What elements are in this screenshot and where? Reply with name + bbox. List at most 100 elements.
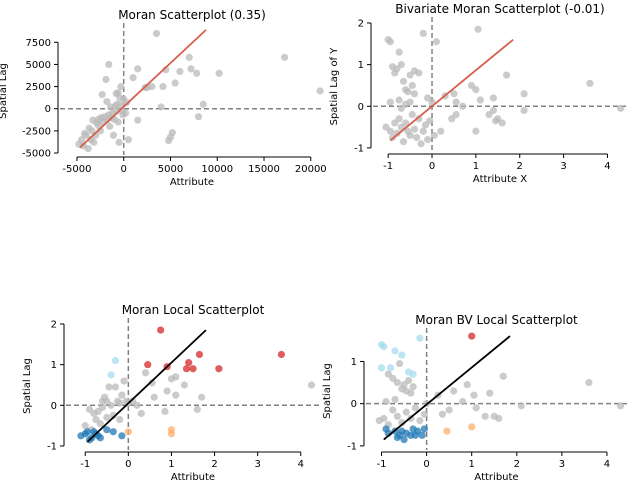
data-point xyxy=(416,334,424,342)
y-tick-label: -1 xyxy=(354,143,364,154)
data-point xyxy=(410,90,419,98)
chart-title: Bivariate Moran Scatterplot (-0.01) xyxy=(395,2,604,16)
data-point xyxy=(377,364,386,372)
data-point xyxy=(386,38,394,46)
data-point xyxy=(399,77,408,85)
y-tick-label: 0 xyxy=(358,102,364,113)
data-point xyxy=(114,118,122,126)
data-point xyxy=(193,405,201,413)
data-point xyxy=(445,406,453,414)
chart-panel-1: -5000 0 5000 10000 15000 20000 -5000 -2500 0 2500… xyxy=(0,8,327,188)
data-point xyxy=(120,377,128,385)
data-point xyxy=(194,113,203,121)
data-point xyxy=(78,136,86,144)
data-point xyxy=(141,369,150,377)
data-point xyxy=(486,389,494,397)
data-point xyxy=(420,410,428,418)
data-point xyxy=(187,65,195,73)
data-point xyxy=(417,140,425,148)
x-tick-label: 2 xyxy=(517,161,523,172)
data-point xyxy=(430,131,438,140)
data-point xyxy=(172,373,180,381)
data-point xyxy=(397,61,405,69)
data-point xyxy=(395,96,403,104)
data-point xyxy=(148,82,156,91)
data-point xyxy=(134,116,142,124)
data-point xyxy=(118,432,126,440)
x-tick-label: 3 xyxy=(559,459,565,470)
data-point xyxy=(481,412,489,420)
data-point xyxy=(176,67,184,76)
x-tick-label: 3 xyxy=(254,459,260,470)
data-point xyxy=(137,409,145,418)
data-point xyxy=(134,65,142,73)
data-point xyxy=(307,381,316,389)
data-point xyxy=(189,365,197,373)
data-point xyxy=(395,115,403,123)
data-point xyxy=(393,378,401,387)
data-point xyxy=(395,431,404,439)
x-tick-label: -1 xyxy=(383,161,393,172)
regression-line xyxy=(86,329,207,443)
data-point xyxy=(386,98,394,106)
chart-title: Moran Local Scatterplot xyxy=(122,303,265,317)
y-tick-label: 2 xyxy=(358,19,364,30)
data-point xyxy=(397,104,405,112)
data-point xyxy=(167,426,176,434)
data-point xyxy=(117,82,125,91)
data-point xyxy=(144,361,152,369)
data-point xyxy=(404,376,413,385)
y-tick-label: 2 xyxy=(51,320,57,331)
x-tick-label: 1 xyxy=(168,459,174,470)
regression-line xyxy=(389,38,514,142)
x-tick-label: 1 xyxy=(473,161,479,172)
data-point xyxy=(470,391,478,399)
chart-title: Moran Scatterplot (0.35) xyxy=(118,8,266,22)
data-point xyxy=(215,69,223,77)
data-point xyxy=(89,116,97,124)
data-point xyxy=(185,53,193,61)
data-point xyxy=(148,379,156,387)
data-point xyxy=(450,387,458,395)
y-tick-label: 5000 xyxy=(26,60,51,71)
data-point xyxy=(129,397,137,405)
data-point xyxy=(389,374,397,382)
data-point xyxy=(450,90,458,98)
data-point xyxy=(409,370,417,378)
y-tick-label: -5000 xyxy=(22,149,51,160)
data-point xyxy=(277,350,285,359)
x-tick-label: 5000 xyxy=(158,164,183,175)
x-tick-label: 0 xyxy=(121,164,127,175)
data-point xyxy=(393,412,401,420)
data-point xyxy=(420,425,428,433)
data-point xyxy=(215,365,223,373)
data-point xyxy=(452,98,460,106)
data-point xyxy=(502,71,511,79)
regression-line xyxy=(383,335,511,441)
data-point xyxy=(96,420,104,428)
x-tick-label: 0 xyxy=(125,459,131,470)
x-axis-label: Attribute xyxy=(170,177,214,188)
data-point xyxy=(182,365,191,373)
x-tick-label: -1 xyxy=(80,459,90,470)
data-point xyxy=(82,131,90,139)
x-tick-label: -1 xyxy=(377,459,387,470)
x-tick-label: 10000 xyxy=(201,164,233,175)
data-point xyxy=(193,69,201,77)
data-point xyxy=(443,427,451,435)
data-point xyxy=(432,38,441,46)
data-point xyxy=(109,428,117,436)
x-tick-label: 1 xyxy=(469,459,475,470)
y-tick-label: 7500 xyxy=(26,38,51,49)
data-point xyxy=(616,402,625,410)
data-point xyxy=(107,371,115,379)
y-tick-label: 1 xyxy=(51,360,57,371)
data-point xyxy=(415,115,423,123)
data-point xyxy=(402,408,410,416)
data-point xyxy=(198,393,206,401)
data-point xyxy=(109,411,117,420)
data-point xyxy=(382,397,390,406)
x-tick-label: 4 xyxy=(298,459,304,470)
data-point xyxy=(199,100,207,108)
data-point xyxy=(468,423,476,431)
